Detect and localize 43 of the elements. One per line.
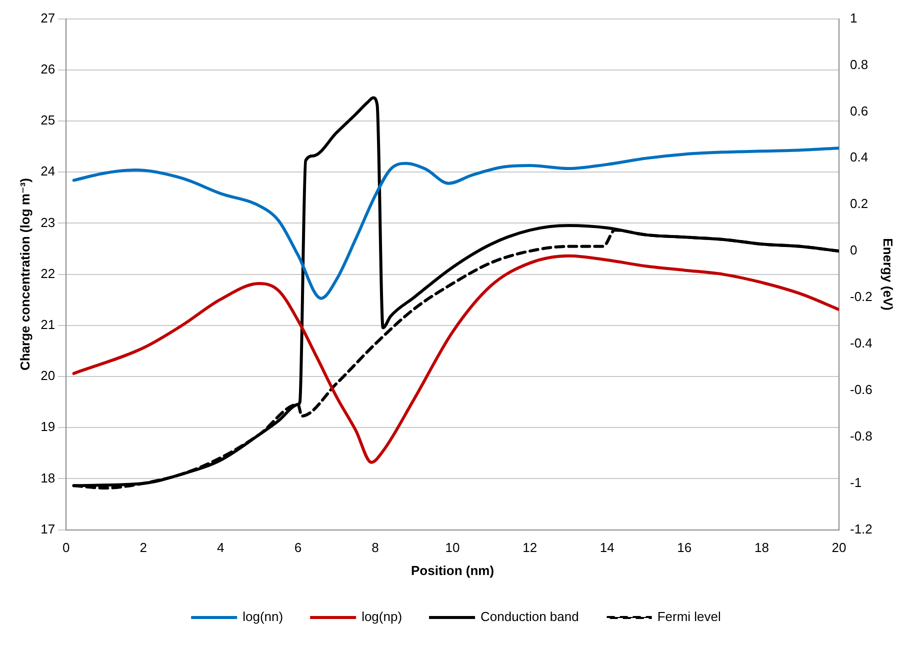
y2-axis-title: Energy (eV)	[880, 238, 896, 310]
legend-label: Conduction band	[480, 609, 579, 624]
y-tick-label: 26	[40, 61, 56, 76]
x-tick-label: 8	[372, 540, 379, 556]
y2-tick-label: -1.2	[850, 521, 872, 536]
x-tick-label: 20	[832, 540, 846, 556]
x-tick-label: 6	[294, 540, 302, 556]
y-tick-label: 22	[40, 266, 56, 281]
legend-label: log(np)	[362, 609, 402, 624]
y-tick-label: 27	[40, 10, 56, 26]
x-tick-label: 4	[217, 540, 224, 556]
x-tick-label: 16	[677, 540, 692, 556]
legend-label: Fermi level	[657, 609, 722, 624]
x-axis-title: Position (nm)	[411, 562, 494, 578]
y2-tick-label: -0.2	[850, 289, 872, 304]
y2-tick-label: -0.4	[850, 336, 872, 351]
line-series	[72, 254, 839, 464]
y-tick-label: 24	[40, 164, 56, 179]
x-tick-label: 2	[140, 540, 147, 556]
y-axis-title: Charge concentration (log m⁻³)	[17, 178, 32, 371]
y2-tick-label: 1	[850, 10, 858, 26]
y-tick-label: 19	[40, 419, 56, 434]
y2-tick-label: 0.4	[850, 150, 868, 165]
y2-tick-label: 0.8	[850, 56, 868, 72]
y-tick-label: 21	[40, 316, 56, 332]
y2-tick-label: 0	[850, 242, 858, 258]
x-tick-label: 10	[445, 540, 460, 556]
x-tick-label: 18	[754, 540, 769, 556]
y2-tick-label: 0.6	[850, 103, 868, 118]
y-tick-label: 23	[40, 214, 56, 230]
x-tick-label: 0	[62, 540, 70, 556]
y-tick-label: 20	[40, 368, 56, 384]
legend-label: log(nn)	[242, 609, 284, 624]
y2-tick-label: -1	[850, 474, 862, 490]
y-tick-label: 18	[40, 470, 56, 486]
y-tick-label: 17	[40, 521, 56, 536]
y2-tick-label: -0.6	[850, 382, 872, 398]
y2-tick-label: 0.2	[850, 196, 868, 212]
line-series	[72, 146, 839, 300]
y2-tick-label: -0.8	[850, 428, 872, 444]
x-tick-label: 12	[522, 540, 538, 556]
x-tick-label: 14	[600, 540, 614, 556]
y-tick-label: 25	[40, 112, 56, 128]
